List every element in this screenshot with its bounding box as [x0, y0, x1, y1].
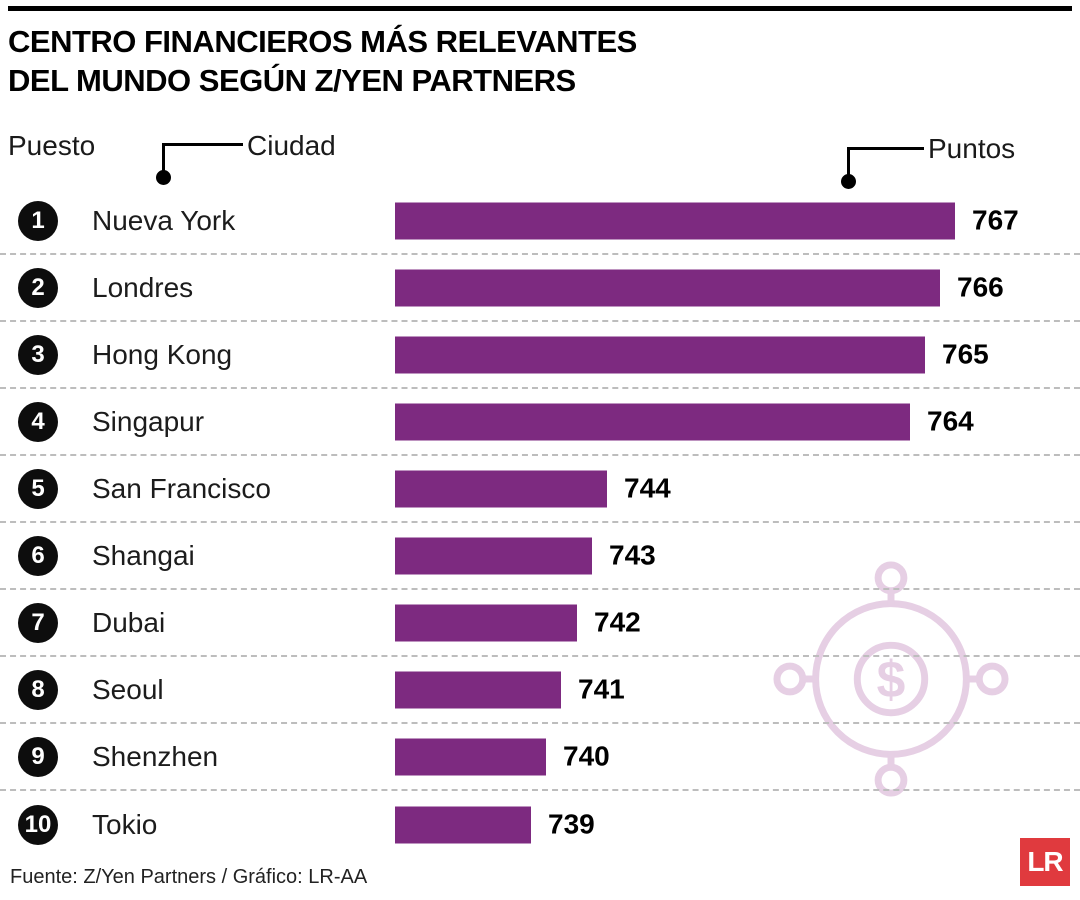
- top-rule: [8, 6, 1072, 11]
- value-bar: [395, 336, 925, 373]
- title-line-1: CENTRO FINANCIEROS MÁS RELEVANTES: [8, 24, 637, 59]
- chart-row: 10 Tokio 739: [0, 791, 1080, 858]
- value-bar: [395, 470, 607, 507]
- dollar-orbit-icon: $: [772, 560, 1010, 798]
- value-label: 765: [942, 338, 989, 370]
- bar-area: 765: [395, 336, 989, 373]
- city-label: Singapur: [92, 405, 205, 437]
- points-connector-dot: [841, 174, 856, 189]
- value-bar: [395, 403, 910, 440]
- value-bar: [395, 604, 577, 641]
- chart-rows: 1 Nueva York 767 2 Londres 766 3 Hong Kong 765 4 S…: [0, 188, 1080, 858]
- rank-badge: 4: [18, 401, 58, 442]
- rank-badge: 5: [18, 468, 58, 509]
- rank-badge: 8: [18, 669, 58, 710]
- value-label: 764: [927, 405, 974, 437]
- city-connector-line: [162, 143, 243, 176]
- rank-badge: 9: [18, 736, 58, 777]
- city-label: San Francisco: [92, 472, 271, 504]
- bar-area: 741: [395, 671, 625, 708]
- title-line-2: DEL MUNDO SEGÚN Z/YEN PARTNERS: [8, 63, 576, 98]
- bar-area: 743: [395, 537, 656, 574]
- city-label: Nueva York: [92, 204, 236, 236]
- city-label: Seoul: [92, 673, 164, 705]
- rank-badge: 6: [18, 535, 58, 576]
- lr-logo: LR: [1020, 838, 1070, 886]
- bar-area: 744: [395, 470, 671, 507]
- value-label: 743: [609, 539, 656, 571]
- page-title: CENTRO FINANCIEROS MÁS RELEVANTES DEL MU…: [8, 22, 637, 100]
- city-column-label: Ciudad: [247, 130, 336, 161]
- points-connector-line: [847, 147, 924, 180]
- bar-area: 739: [395, 806, 595, 843]
- value-bar: [395, 269, 940, 306]
- chart-row: 1 Nueva York 767: [0, 188, 1080, 255]
- value-bar: [395, 671, 561, 708]
- value-label: 766: [957, 271, 1004, 303]
- value-bar: [395, 806, 531, 843]
- value-bar: [395, 738, 546, 775]
- bar-area: 767: [395, 202, 1019, 239]
- city-label: Tokio: [92, 808, 158, 840]
- city-label: Shenzhen: [92, 740, 219, 772]
- chart-row: 7 Dubai 742: [0, 590, 1080, 657]
- chart-row: 8 Seoul 741: [0, 657, 1080, 724]
- chart-row: 2 Londres 766: [0, 255, 1080, 322]
- bar-area: 740: [395, 738, 610, 775]
- bar-area: 766: [395, 269, 1004, 306]
- source-credit: Fuente: Z/Yen Partners / Gráfico: LR-AA: [10, 866, 368, 888]
- rank-column-label: Puesto: [8, 130, 96, 161]
- city-connector-dot: [156, 170, 171, 185]
- value-label: 742: [594, 606, 641, 638]
- city-label: Shangai: [92, 539, 195, 571]
- chart-row: 6 Shangai 743: [0, 523, 1080, 590]
- value-label: 767: [972, 204, 1019, 236]
- city-label: Londres: [92, 271, 194, 303]
- value-bar: [395, 202, 955, 239]
- city-label: Dubai: [92, 606, 166, 638]
- chart-row: 4 Singapur 764: [0, 389, 1080, 456]
- points-column-label: Puntos: [928, 133, 1016, 164]
- chart-row: 5 San Francisco 744: [0, 456, 1080, 523]
- svg-text:$: $: [877, 650, 906, 708]
- chart-row: 9 Shenzhen 740: [0, 724, 1080, 791]
- rank-badge: 2: [18, 267, 58, 308]
- rank-badge: 10: [18, 804, 58, 845]
- column-legend: Puesto Ciudad Puntos: [0, 0, 1080, 190]
- value-bar: [395, 537, 592, 574]
- rank-badge: 1: [18, 200, 58, 241]
- bar-area: 742: [395, 604, 641, 641]
- rank-badge: 3: [18, 334, 58, 375]
- value-label: 744: [624, 472, 671, 504]
- rank-badge: 7: [18, 602, 58, 643]
- value-label: 739: [548, 808, 595, 840]
- value-label: 740: [563, 740, 610, 772]
- city-label: Hong Kong: [92, 338, 233, 370]
- bar-area: 764: [395, 403, 974, 440]
- value-label: 741: [578, 673, 625, 705]
- chart-row: 3 Hong Kong 765: [0, 322, 1080, 389]
